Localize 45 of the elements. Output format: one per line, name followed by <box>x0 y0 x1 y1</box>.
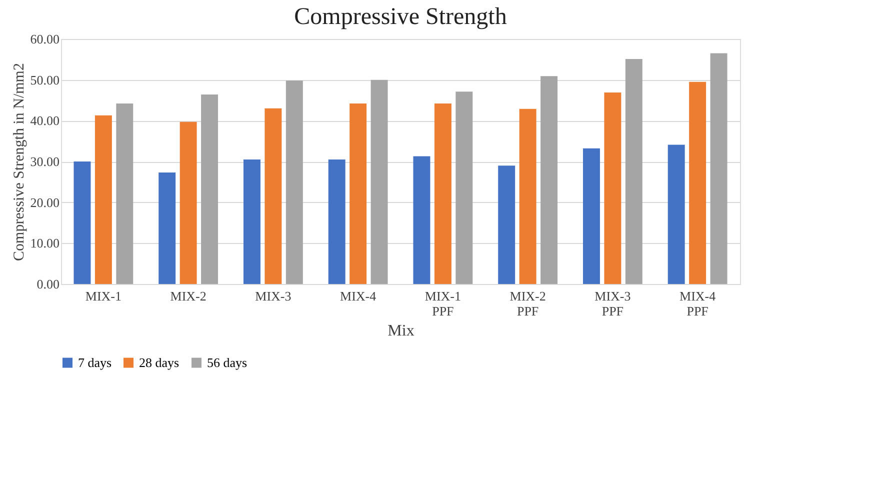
bar <box>350 104 367 284</box>
bar <box>94 115 112 284</box>
bar <box>434 104 452 284</box>
bar <box>370 80 388 284</box>
bar <box>604 92 622 284</box>
bar <box>116 104 134 284</box>
bar <box>710 53 728 284</box>
bar <box>158 172 176 284</box>
x-tick-label: MIX-3 PPF <box>594 288 631 318</box>
bar <box>180 122 197 284</box>
bar <box>689 82 706 284</box>
legend-label: 7 days <box>78 354 112 370</box>
legend-label: 56 days <box>207 354 248 370</box>
x-tick-label: MIX-4 PPF <box>680 288 716 318</box>
y-tick-label: 60.00 <box>30 32 60 46</box>
bar <box>201 94 218 284</box>
x-tick-label: MIX-4 <box>340 288 377 304</box>
x-axis-title: Mix <box>388 322 414 340</box>
bar <box>413 156 430 284</box>
legend-label: 28 days <box>139 354 180 370</box>
bar <box>498 166 516 284</box>
bar <box>286 80 303 284</box>
x-tick-label: MIX-2 PPF <box>510 288 546 318</box>
chart-title: Compressive Strength <box>294 4 507 30</box>
x-tick-label: MIX-2 <box>170 288 206 304</box>
bar <box>625 59 642 284</box>
y-axis-title: Compressive Strength in N/mm2 <box>11 63 28 261</box>
y-tick-label: 40.00 <box>30 113 60 128</box>
bar <box>328 159 346 284</box>
bar <box>243 159 260 284</box>
bar <box>519 108 536 284</box>
x-tick-label: MIX-3 <box>255 288 292 304</box>
y-tick-label: 50.00 <box>30 72 60 88</box>
y-tick-label: 20.00 <box>30 194 60 210</box>
bar <box>74 162 91 284</box>
bar <box>264 108 282 284</box>
x-tick-label: MIX-1 PPF <box>424 288 461 318</box>
bar <box>540 76 558 284</box>
x-tick-label: MIX-1 <box>85 288 122 304</box>
bar <box>582 148 600 284</box>
y-tick-label: 10.00 <box>30 236 60 251</box>
y-tick-label: 0.00 <box>36 276 60 292</box>
y-tick-label: 30.00 <box>30 154 60 169</box>
bar <box>668 144 685 284</box>
bar <box>456 92 473 284</box>
